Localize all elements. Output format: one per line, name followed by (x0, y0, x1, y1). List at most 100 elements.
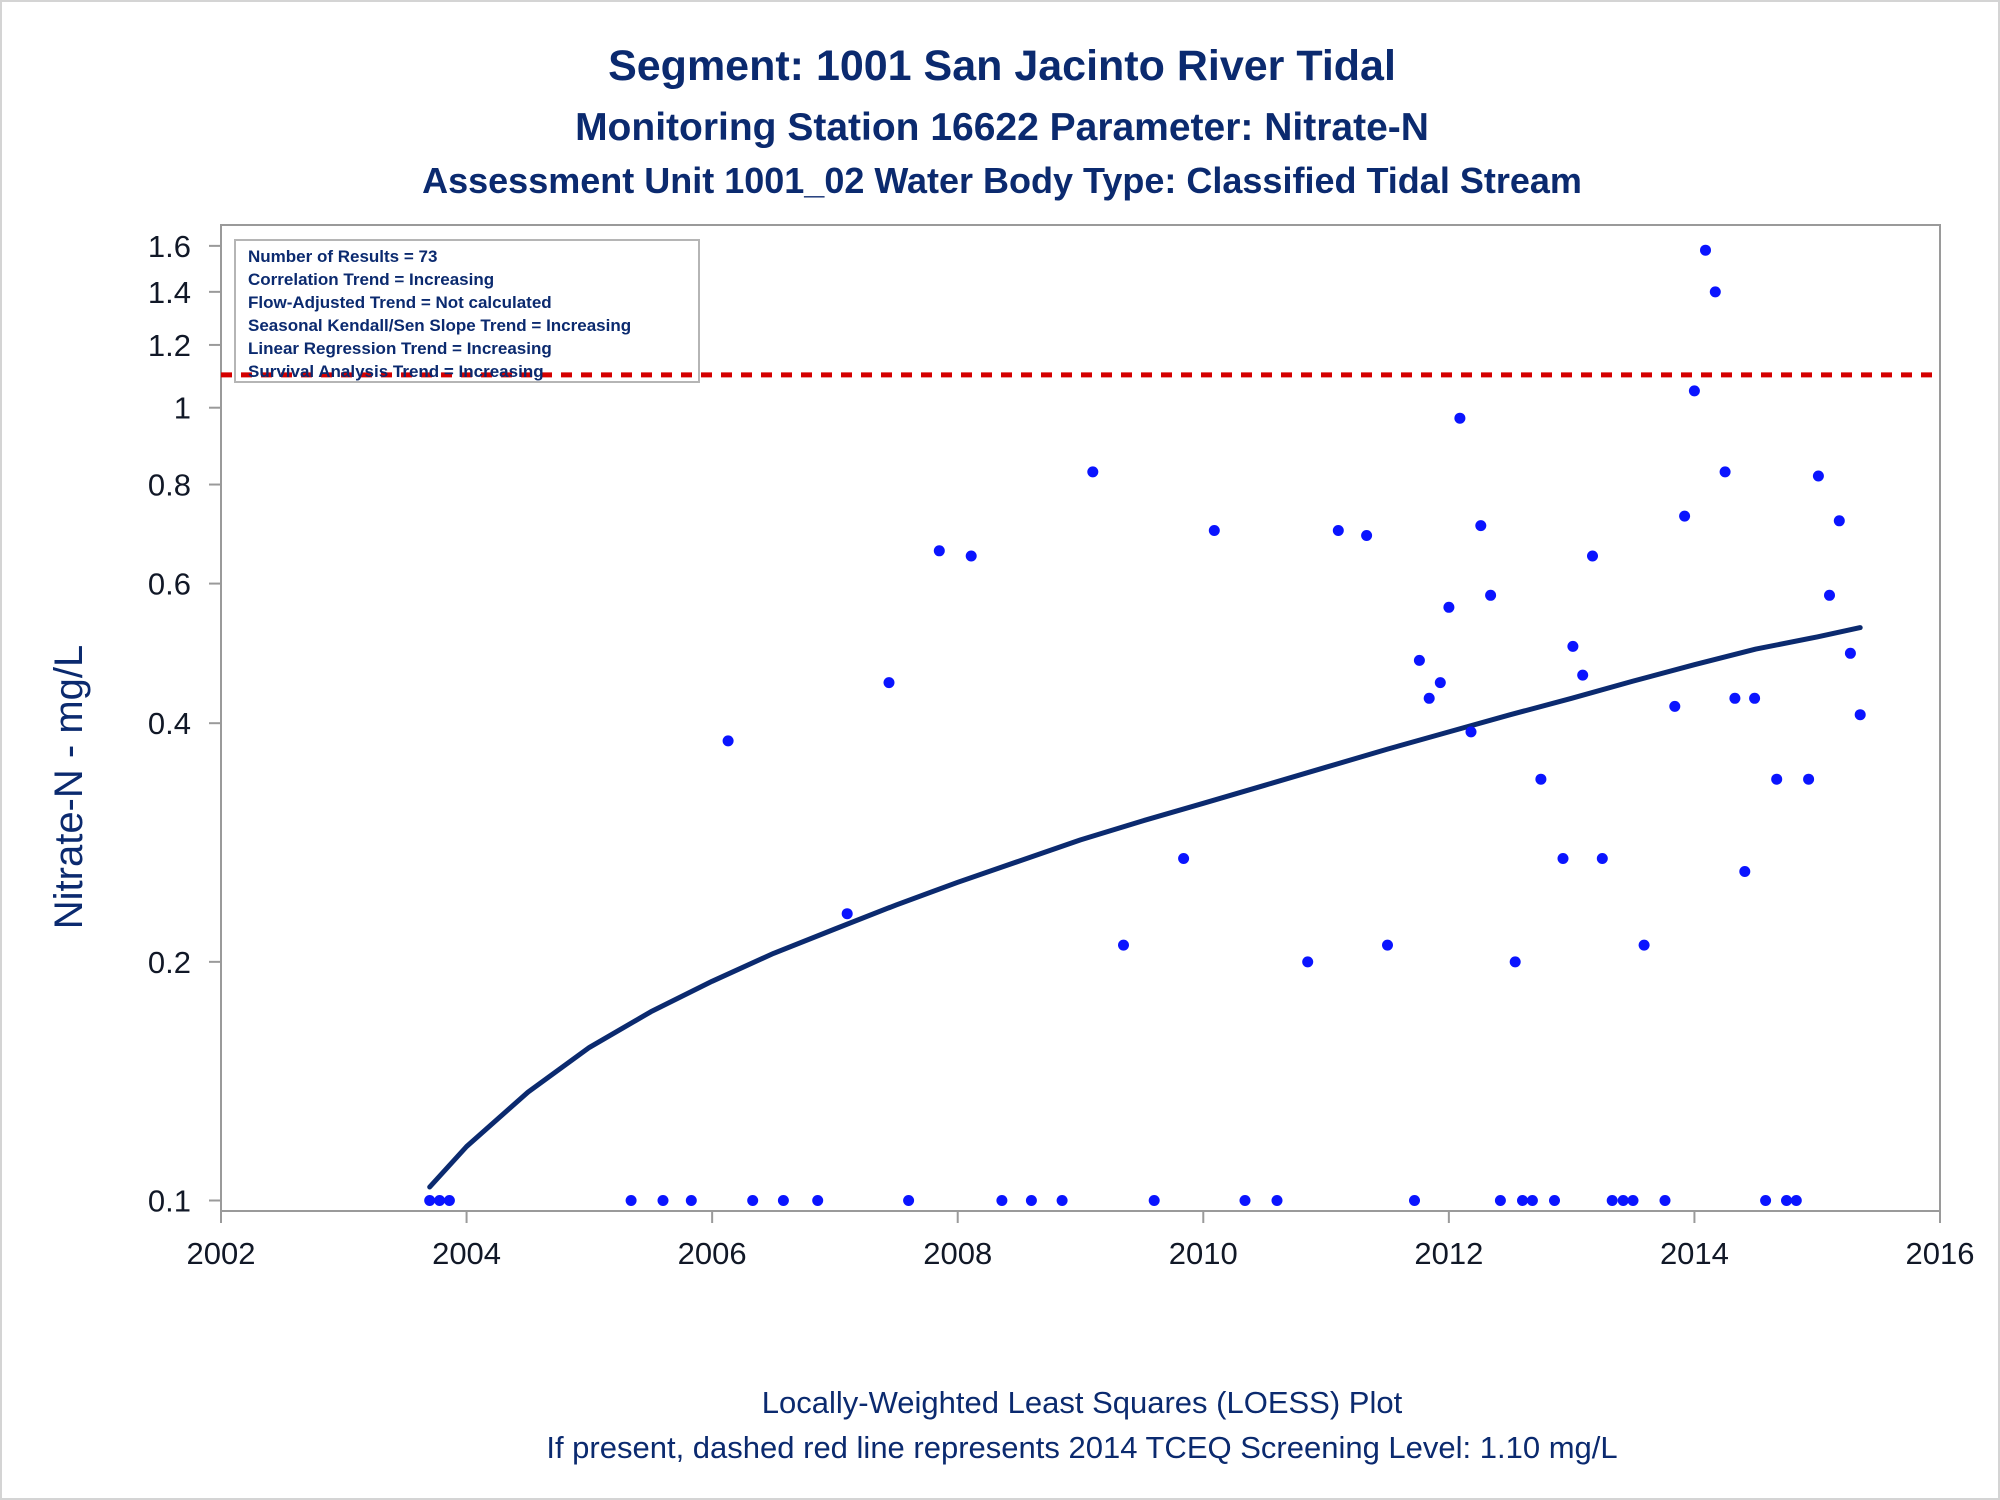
data-point (1719, 466, 1731, 478)
data-point (1688, 385, 1700, 397)
x-tick-label: 2010 (1169, 1236, 1238, 1271)
footnote-screening-level: If present, dashed red line represents 2… (546, 1430, 1617, 1465)
data-point (1465, 726, 1477, 738)
data-point (1739, 866, 1751, 877)
x-tick-label: 2016 (1906, 1236, 1975, 1271)
stats-seasonal-kendall-trend: Seasonal Kendall/Sen Slope Trend = Incre… (248, 316, 631, 335)
data-point (1709, 286, 1721, 298)
data-point (1790, 1195, 1802, 1206)
data-point (1148, 1195, 1160, 1206)
chart-subtitle-assessment: Assessment Unit 1001_02 Water Body Type:… (422, 160, 1582, 201)
data-point (1771, 773, 1783, 785)
data-point (1361, 530, 1373, 541)
data-point (1659, 1195, 1671, 1206)
data-point (1824, 589, 1835, 601)
data-point (1700, 244, 1711, 256)
x-tick-label: 2014 (1660, 1236, 1729, 1271)
y-tick-label: 1 (174, 391, 191, 426)
data-point (1749, 692, 1761, 704)
data-point (657, 1195, 669, 1206)
data-point (1760, 1195, 1772, 1206)
data-point (1509, 956, 1521, 968)
data-point (1517, 1195, 1528, 1206)
y-tick-label: 1.2 (148, 328, 191, 363)
data-point (1485, 589, 1497, 601)
loess-curve (427, 625, 1863, 1190)
x-tick-label: 2004 (432, 1236, 501, 1271)
data-point (1302, 956, 1314, 968)
stats-box-frame (234, 239, 700, 383)
stats-linear-regression-trend: Linear Regression Trend = Increasing (248, 339, 552, 358)
data-point (1781, 1195, 1792, 1206)
data-point (1803, 773, 1815, 785)
data-point (424, 1195, 436, 1206)
axis-ticks-layer: 2002 2004 2006 2008 2010 2012 2014 2016 0.1 0.2 0.… (148, 229, 1975, 1271)
x-tick-label: 2012 (1414, 1236, 1483, 1271)
data-point (1833, 515, 1845, 527)
data-point (1087, 466, 1099, 478)
chart-title: Segment: 1001 San Jacinto River Tidal (608, 42, 1396, 90)
y-tick-label: 0.8 (148, 468, 191, 503)
data-point (1669, 700, 1681, 712)
data-point (1679, 510, 1691, 522)
y-tick-label: 0.1 (148, 1184, 191, 1219)
loess-layer (427, 625, 1863, 1190)
data-point (685, 1195, 697, 1206)
stats-survival-analysis-trend: Survival Analysis Trend = Increasing (248, 362, 544, 381)
data-point (1557, 853, 1569, 864)
data-point (1434, 677, 1446, 689)
data-point (1526, 1195, 1538, 1206)
stats-box: Number of Results = 73 Correlation Trend… (234, 239, 700, 383)
data-point (1056, 1195, 1068, 1206)
data-point (1413, 654, 1425, 666)
data-point (1627, 1195, 1639, 1206)
x-tick-label: 2002 (187, 1236, 256, 1271)
data-point (883, 677, 895, 689)
data-point (1454, 412, 1466, 424)
data-point (1535, 773, 1547, 785)
footnote-loess: Locally-Weighted Least Squares (LOESS) P… (762, 1385, 1403, 1420)
y-tick-label: 0.6 (148, 567, 191, 602)
data-point (1596, 853, 1608, 864)
data-point (1239, 1195, 1251, 1206)
data-point (1409, 1195, 1420, 1206)
data-point (965, 550, 977, 562)
data-point (747, 1195, 759, 1206)
data-point (1208, 525, 1220, 536)
data-point (1844, 647, 1856, 659)
data-point (1577, 669, 1589, 681)
data-point (434, 1195, 446, 1206)
data-point (1475, 520, 1487, 532)
data-point (1854, 709, 1866, 721)
data-point (625, 1195, 637, 1206)
y-tick-label: 0.4 (148, 706, 191, 741)
data-point (1812, 470, 1824, 482)
data-point (1729, 692, 1741, 704)
x-tick-label: 2008 (923, 1236, 992, 1271)
x-tick-label: 2006 (678, 1236, 747, 1271)
data-point (722, 735, 734, 747)
y-tick-label: 1.6 (148, 229, 191, 264)
data-point (1423, 692, 1435, 704)
data-points-layer (424, 244, 1866, 1206)
data-point (1494, 1195, 1506, 1206)
chart-subtitle-station: Monitoring Station 16622 Parameter: Nitr… (575, 106, 1429, 149)
stats-flow-adjusted-trend: Flow-Adjusted Trend = Not calculated (248, 293, 552, 312)
data-point (903, 1195, 915, 1206)
data-point (1025, 1195, 1037, 1206)
data-point (1118, 939, 1129, 951)
y-tick-label: 1.4 (148, 275, 191, 310)
data-point (1617, 1195, 1629, 1206)
data-point (1606, 1195, 1618, 1206)
plot-frame-layer (220, 224, 1941, 1212)
data-point (1382, 939, 1393, 951)
y-tick-label: 0.2 (148, 945, 191, 980)
data-point (1567, 640, 1579, 652)
data-point (1638, 939, 1650, 951)
data-point (1271, 1195, 1283, 1206)
data-point (1443, 601, 1455, 613)
data-point (996, 1195, 1008, 1206)
data-point (812, 1195, 824, 1206)
